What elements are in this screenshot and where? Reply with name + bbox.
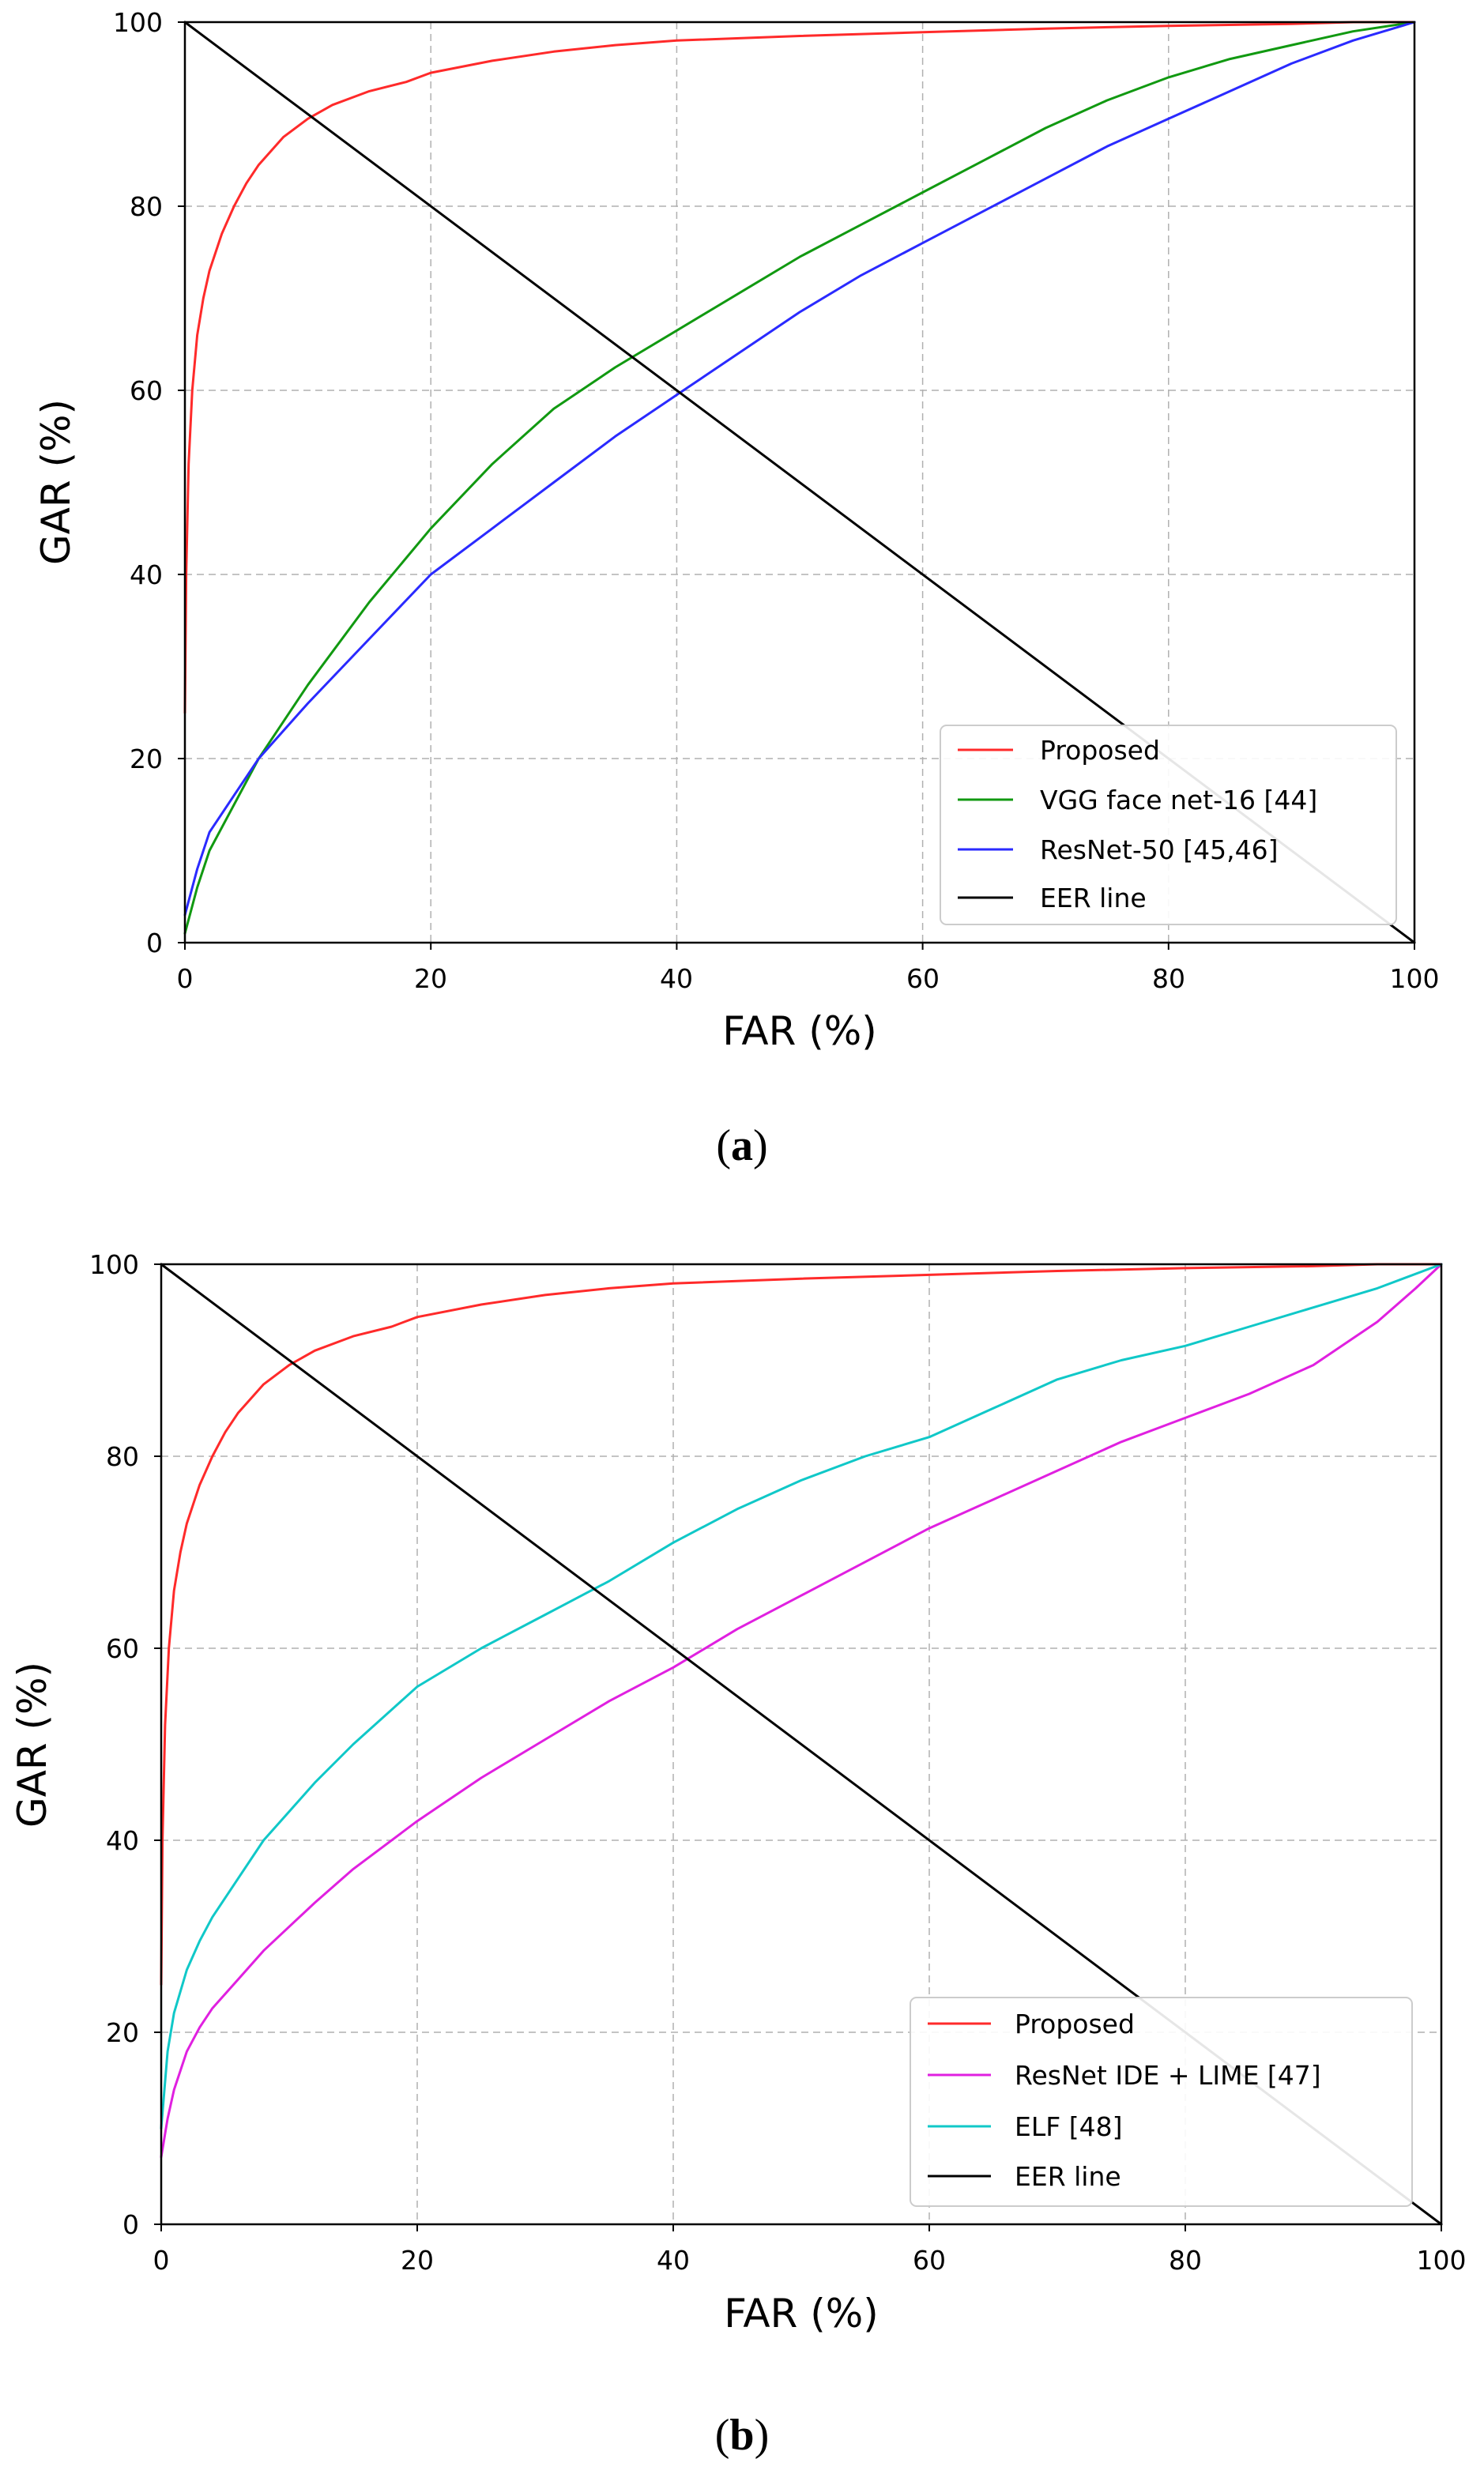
x-tick-label-b: 80 [1169, 2245, 1202, 2276]
legend-box-a [940, 725, 1397, 925]
plot-frame-b [160, 1263, 1443, 2226]
legend-b: Proposed ResNet IDE + LIME [47] ELF [48]… [910, 1997, 1413, 2207]
series-line-elf-48 [160, 1263, 1443, 2129]
y-tick-label-b: 80 [106, 1441, 139, 1472]
legend-box-b [910, 1997, 1413, 2207]
x-axis-label-b: FAR (%) [724, 2291, 879, 2336]
legend-label-vgg: VGG face net-16 [44] [1040, 785, 1317, 815]
y-tick-label-b: 60 [106, 1633, 139, 1664]
ticks-a [178, 21, 1415, 950]
caption-b-letter: b [729, 2411, 754, 2460]
legend-label-elf: ELF [48] [1015, 2111, 1122, 2142]
series-line-proposed [183, 21, 1416, 714]
y-axis-label-a: GAR (%) [33, 399, 79, 565]
series-line-resnet-50-45-46 [183, 21, 1416, 917]
y-tick-label-b: 40 [106, 1825, 139, 1856]
y-tick-label-b: 20 [106, 2017, 139, 2048]
y-tick-label-a: 60 [130, 375, 163, 406]
y-tick-label-a: 40 [130, 559, 163, 590]
caption-a-open: ( [716, 1121, 731, 1170]
x-tick-label-a: 100 [1390, 963, 1440, 994]
series-line-proposed [160, 1263, 1443, 1986]
series-a [183, 21, 1416, 944]
y-axis-label-b: GAR (%) [9, 1662, 55, 1828]
caption-b-close: ) [755, 2411, 770, 2460]
y-tick-label-a: 0 [146, 928, 163, 958]
legend-label-proposed-b: Proposed [1015, 2009, 1135, 2039]
legend-label-proposed: Proposed [1040, 735, 1160, 766]
panel-a: 0 20 40 60 80 100 0 20 40 60 80 100 FAR … [33, 7, 1440, 1170]
x-tick-label-b: 100 [1417, 2245, 1467, 2276]
caption-b-open: ( [715, 2411, 730, 2460]
legend-label-eer: EER line [1040, 883, 1147, 913]
x-tick-label-a: 80 [1152, 963, 1185, 994]
legend-a: Proposed VGG face net-16 [44] ResNet-50 … [940, 725, 1397, 925]
x-tick-label-a: 20 [414, 963, 447, 994]
y-tick-label-a: 100 [113, 7, 163, 38]
ticks-b [154, 1263, 1442, 2231]
x-tick-label-b: 0 [153, 2245, 170, 2276]
x-tick-label-a: 60 [906, 963, 940, 994]
plot-frame-a [183, 21, 1416, 944]
caption-a: (a) [716, 1121, 767, 1170]
legend-label-resnet50: ResNet-50 [45,46] [1040, 834, 1278, 865]
x-tick-label-b: 40 [657, 2245, 690, 2276]
caption-a-letter: a [731, 1121, 753, 1170]
y-tick-label-a: 80 [130, 191, 163, 222]
x-axis-label-a: FAR (%) [722, 1008, 877, 1054]
y-tick-label-b: 0 [122, 2209, 139, 2240]
x-tick-label-a: 40 [660, 963, 693, 994]
series-line-resnet-ide-lime-47 [160, 1263, 1443, 2159]
y-tick-label-a: 20 [130, 744, 163, 774]
caption-b: (b) [715, 2411, 769, 2460]
y-tick-label-b: 100 [89, 1249, 139, 1280]
caption-a-close: ) [753, 1121, 768, 1170]
legend-label-resnet-ide: ResNet IDE + LIME [47] [1015, 2060, 1321, 2091]
x-tick-label-b: 20 [401, 2245, 434, 2276]
legend-label-eer-b: EER line [1015, 2161, 1121, 2192]
x-tick-label-a: 0 [177, 963, 194, 994]
panel-b: 0 20 40 60 80 100 0 20 40 60 80 100 FAR … [9, 1249, 1467, 2460]
x-tick-label-b: 60 [913, 2245, 946, 2276]
